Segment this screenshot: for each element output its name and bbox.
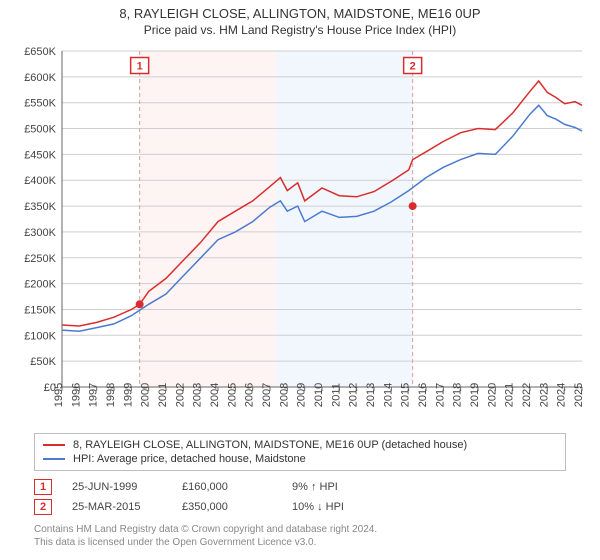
svg-text:2015: 2015: [400, 383, 412, 407]
markers-table: 1 25-JUN-1999 £160,000 9% ↑ HPI 2 25-MAR…: [34, 477, 566, 517]
marker-badge-icon: 2: [34, 499, 52, 515]
svg-text:2024: 2024: [556, 383, 568, 407]
svg-text:£250K: £250K: [24, 253, 56, 265]
svg-text:1999: 1999: [122, 383, 134, 407]
svg-text:2005: 2005: [226, 383, 238, 407]
svg-text:2002: 2002: [174, 383, 186, 407]
marker-badge-icon: 1: [34, 479, 52, 495]
svg-text:2009: 2009: [296, 383, 308, 407]
svg-text:2020: 2020: [486, 383, 498, 407]
svg-text:2006: 2006: [244, 383, 256, 407]
svg-text:2025: 2025: [573, 383, 585, 407]
svg-text:2007: 2007: [261, 383, 273, 407]
marker-date: 25-JUN-1999: [72, 481, 162, 493]
marker-price: £350,000: [182, 501, 272, 513]
svg-text:£600K: £600K: [24, 72, 56, 84]
svg-text:1997: 1997: [88, 383, 100, 407]
marker-date: 25-MAR-2015: [72, 501, 162, 513]
marker-row: 2 25-MAR-2015 £350,000 10% ↓ HPI: [34, 497, 566, 517]
marker-row: 1 25-JUN-1999 £160,000 9% ↑ HPI: [34, 477, 566, 497]
legend-swatch: [43, 444, 65, 446]
svg-text:2016: 2016: [417, 383, 429, 407]
svg-text:1998: 1998: [105, 383, 117, 407]
legend-label: 8, RAYLEIGH CLOSE, ALLINGTON, MAIDSTONE,…: [73, 439, 467, 451]
svg-text:2008: 2008: [278, 383, 290, 407]
svg-text:2000: 2000: [140, 383, 152, 407]
svg-text:2014: 2014: [382, 383, 394, 407]
svg-text:2: 2: [410, 61, 416, 73]
legend-item: 8, RAYLEIGH CLOSE, ALLINGTON, MAIDSTONE,…: [43, 438, 557, 452]
svg-text:£550K: £550K: [24, 98, 56, 110]
legend-swatch: [43, 458, 65, 460]
marker-delta: 10% ↓ HPI: [292, 501, 382, 513]
footer-line: This data is licensed under the Open Gov…: [34, 536, 566, 549]
svg-text:2003: 2003: [192, 383, 204, 407]
svg-text:£400K: £400K: [24, 175, 56, 187]
title-sub: Price paid vs. HM Land Registry's House …: [0, 23, 600, 37]
svg-text:2017: 2017: [434, 383, 446, 407]
price-chart: £0£50K£100K£150K£200K£250K£300K£350K£400…: [10, 43, 590, 427]
svg-text:£500K: £500K: [24, 124, 56, 136]
marker-price: £160,000: [182, 481, 272, 493]
svg-text:2010: 2010: [313, 383, 325, 407]
svg-text:2022: 2022: [521, 383, 533, 407]
chart-area: £0£50K£100K£150K£200K£250K£300K£350K£400…: [10, 43, 590, 427]
legend: 8, RAYLEIGH CLOSE, ALLINGTON, MAIDSTONE,…: [34, 433, 566, 471]
svg-text:2021: 2021: [504, 383, 516, 407]
svg-text:1996: 1996: [70, 383, 82, 407]
footer-line: Contains HM Land Registry data © Crown c…: [34, 523, 566, 536]
svg-text:£100K: £100K: [24, 330, 56, 342]
chart-titles: 8, RAYLEIGH CLOSE, ALLINGTON, MAIDSTONE,…: [0, 0, 600, 39]
svg-text:£150K: £150K: [24, 304, 56, 316]
legend-label: HPI: Average price, detached house, Maid…: [73, 453, 306, 465]
legend-item: HPI: Average price, detached house, Maid…: [43, 452, 557, 466]
svg-text:£300K: £300K: [24, 227, 56, 239]
svg-text:1995: 1995: [53, 383, 65, 407]
footer: Contains HM Land Registry data © Crown c…: [34, 523, 566, 549]
svg-text:2013: 2013: [365, 383, 377, 407]
svg-text:1: 1: [137, 61, 143, 73]
svg-text:£350K: £350K: [24, 201, 56, 213]
svg-text:£450K: £450K: [24, 149, 56, 161]
svg-text:£200K: £200K: [24, 279, 56, 291]
marker-delta: 9% ↑ HPI: [292, 481, 382, 493]
svg-text:2018: 2018: [452, 383, 464, 407]
svg-text:2001: 2001: [157, 383, 169, 407]
svg-text:2023: 2023: [538, 383, 550, 407]
title-main: 8, RAYLEIGH CLOSE, ALLINGTON, MAIDSTONE,…: [0, 6, 600, 21]
svg-text:£650K: £650K: [24, 46, 56, 58]
svg-text:2004: 2004: [209, 383, 221, 407]
svg-text:£50K: £50K: [30, 356, 56, 368]
svg-text:2011: 2011: [330, 383, 342, 407]
svg-text:2019: 2019: [469, 383, 481, 407]
svg-text:2012: 2012: [348, 383, 360, 407]
